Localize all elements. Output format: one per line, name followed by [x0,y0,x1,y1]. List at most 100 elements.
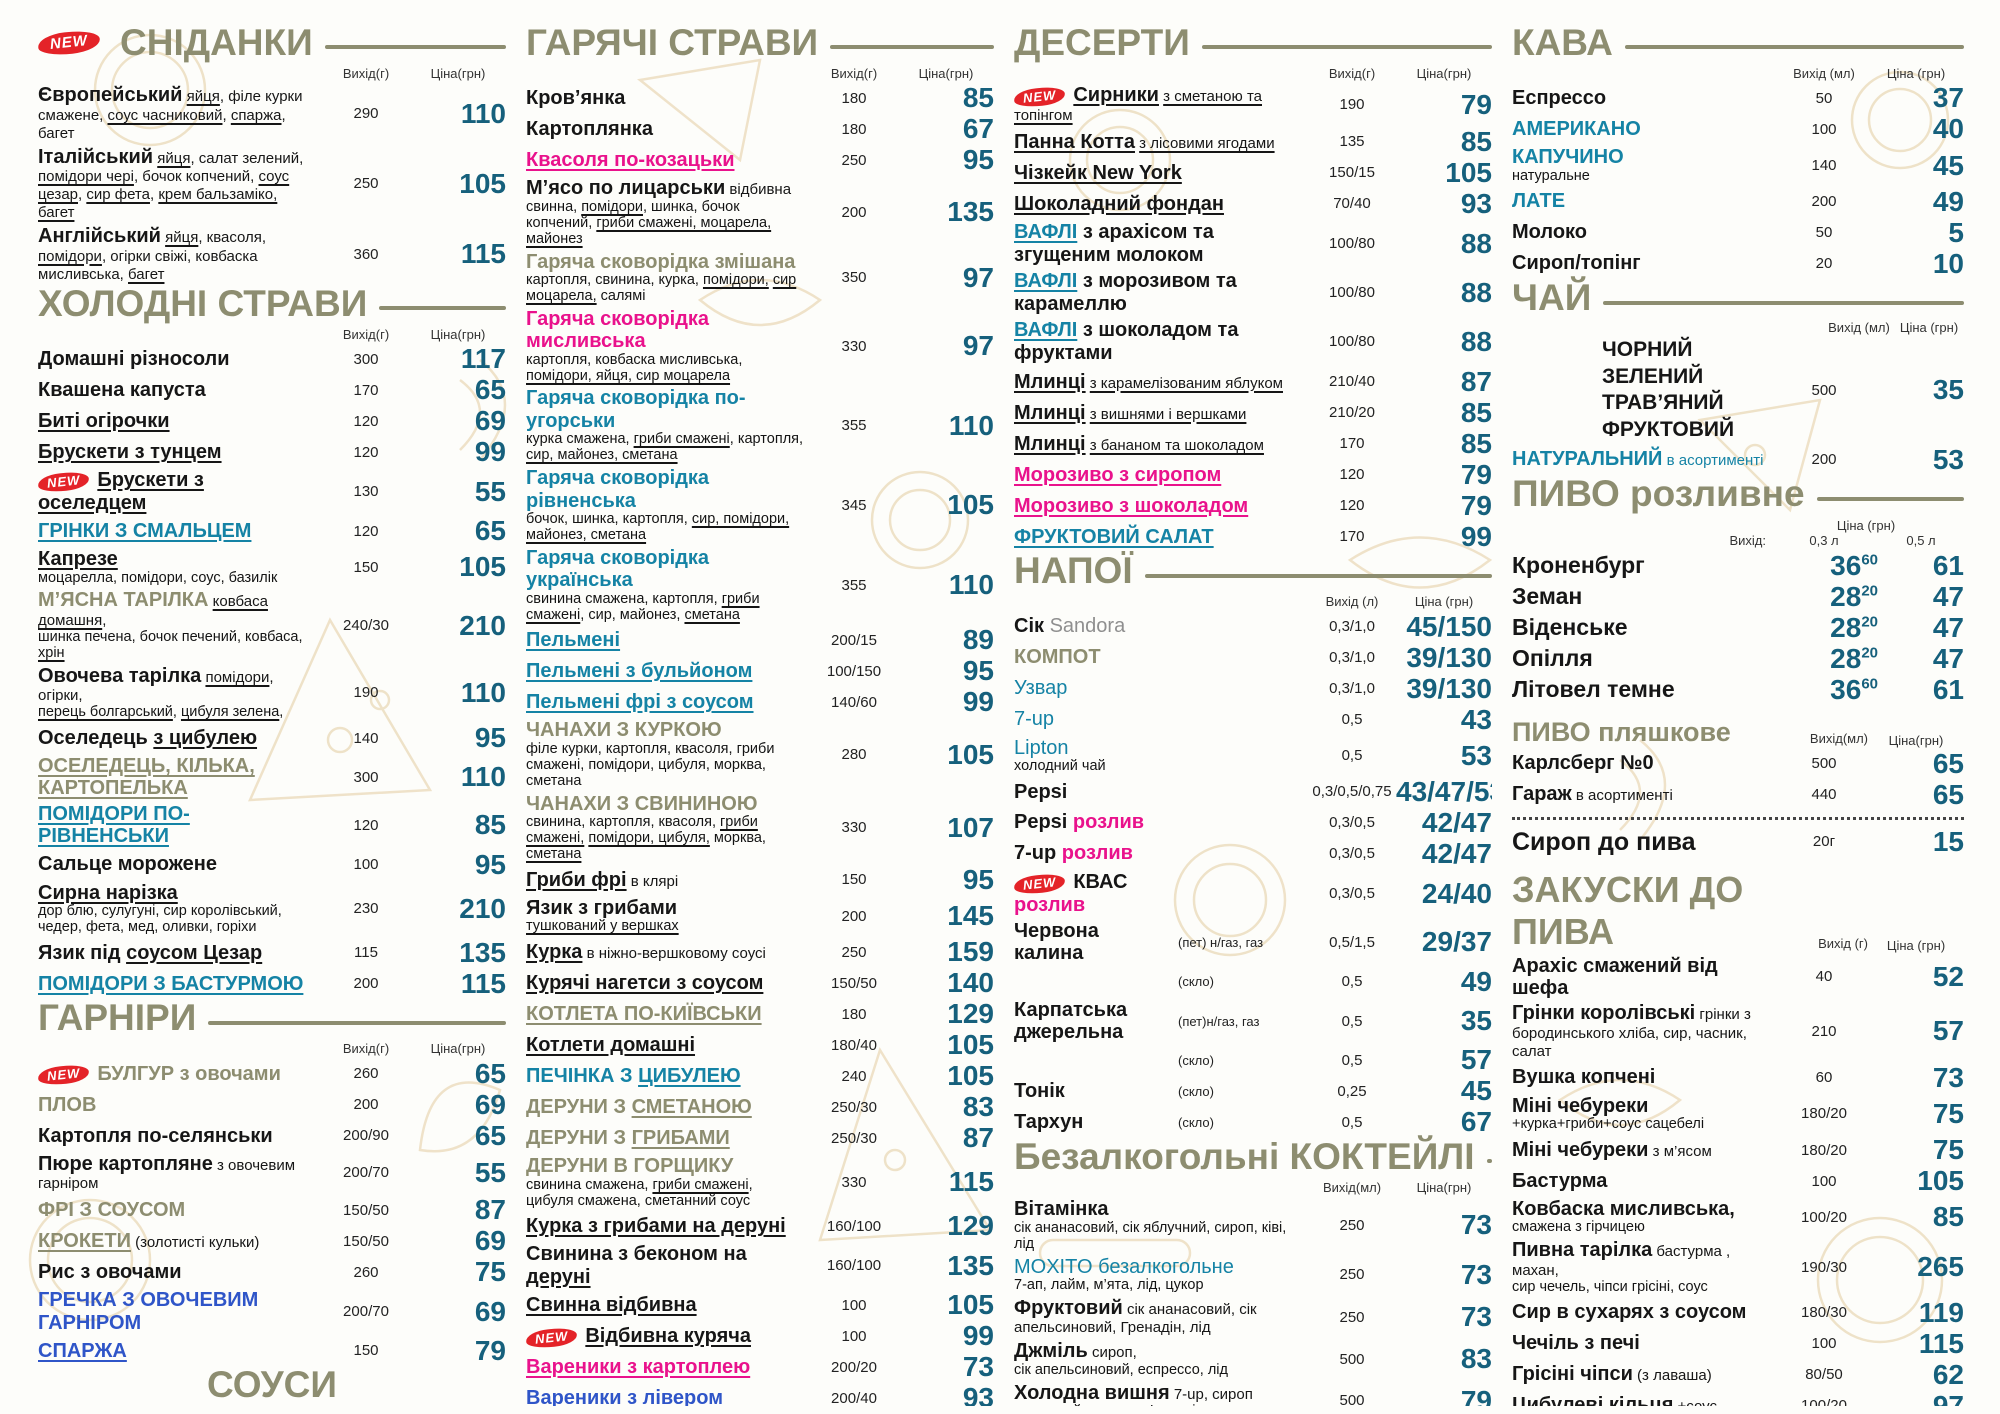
portion-column-label: Вихід(г) [342,65,390,81]
menu-item: Рис з овочами 260 75 [38,1257,506,1288]
price-03: 2820 [1830,642,1878,674]
item-text: Вітамінка сік ананасовий, сік яблучний, с… [1014,1198,1308,1252]
item-portion: 0,5 [1341,711,1363,729]
item-text: Свинна відбивна [526,1294,810,1316]
price-column-label: Ціна(грн) [430,326,486,342]
price-05: 47 [1932,611,1964,643]
item-portion: 150/50 [343,1201,389,1219]
tea-kind: ФРУКТОВИЙ [1602,418,1735,442]
menu-item: М’ЯСНА ТАРІЛКА ковбаса домашня, шинка печ… [38,588,506,663]
item-name: Сироп до пива [1512,827,1696,856]
menu-item: Биті огірочки 120 69 [38,406,506,437]
price-05: 47 [1932,642,1964,674]
item-desc: холодний чай [1014,757,1106,774]
item-price: 135 [947,196,994,228]
item-text: ПОМІДОРИ ПО-РІВНЕНСЬКИ [38,803,322,848]
menu-item: Млинці з вишнями і вершками 210/20 85 [1014,397,1492,428]
menu-item: Язик під соусом Цезар 115 135 [38,937,506,968]
item-prices: 3660 61 [1768,675,1964,704]
item-portion: 150 [353,1342,379,1360]
tea-kind: ЧОРНИЙ [1602,337,1693,361]
item-desc: свинина смажена, гриби смажені, цибуля с… [526,1176,753,1209]
item-inline-desc: відбивна [725,181,792,199]
item-price: 79 [1460,458,1492,490]
item-name: Гаряча сковорідка мисливська [526,307,710,353]
item-name: Карлсберг №0 [1512,752,1654,775]
item-text: КОТЛЕТА ПО-КИЇВСЬКИ [526,1003,810,1025]
item-name: Панна Котта [1014,130,1135,153]
menu-item: Карпатська джерельна (пет)н/газ, газ 0,5 35 [1014,997,1492,1045]
column-hot-dishes: ГАРЯЧІ СТРАВИ Вихід(г) Ціна(грн) Кров’янка 1… [526,24,994,1406]
item-prices: 2820 47 [1768,611,1964,643]
item-portion: 500 [1811,381,1837,399]
item-text: MOXITO безалкогольне 7-ап, лайм, м’ята, л… [1014,1256,1308,1294]
portion-column-label: Вихід(мл) [1809,731,1868,746]
menu-item: АМЕРИКАНО 100 40 [1512,114,1964,145]
item-name: М’ЯСНА ТАРІЛКА [38,589,209,612]
item-name: Оселедець з цибулею [38,726,258,749]
portion-column-label: Вихід (л) [1325,594,1379,610]
item-inline-desc: в асортименті [1571,787,1673,805]
menu-item: Млинці з карамелізованим яблуком 210/40 87 [1014,366,1492,397]
item-portion: 150/50 [343,1232,389,1250]
item-price: 37 [1932,82,1964,114]
price-column-label: Ціна (грн) [1886,938,1946,954]
section-header: СОУСИ [38,1365,506,1406]
item-inline-desc: сік ананасовий, сік апельсиновий, Гренад… [1014,1300,1257,1337]
item-name: ОСЕЛЕДЕЦЬ, КІЛЬКА, КАРТОПЕЛЬКА [38,755,255,800]
item-name: Язик під соусом Цезар [38,941,263,964]
item-portion: 200/70 [343,1164,389,1182]
menu-item: Італійський яйця, салат зелений, помідор… [38,144,506,223]
column-labels: Вихід(г) Ціна(грн) [526,66,994,81]
item-text: ГРІНКИ З СМАЛЬЦЕМ [38,520,322,542]
section-header: НАПОЇ [1014,551,1492,591]
portion-column-label: Вихід: [1729,533,1766,548]
item-portion: 0,3/1,0 [1329,680,1375,698]
item-portion: 250 [841,151,867,169]
item-name: ВАФЛІ [1014,269,1078,292]
item-inline-desc: ковбаса домашня, [38,593,268,629]
item-text: Оселедець з цибулею [38,727,322,749]
new-badge: NEW [526,1326,579,1350]
item-price: 15 [1932,825,1964,857]
portion-column-label: Вихід(г) [342,1041,390,1057]
item-price: 159 [947,936,994,968]
item-portion: 180/20 [1801,1105,1847,1123]
column-labels: Вихід(г) Ціна(грн) [38,66,506,81]
item-name: ПЛОВ [38,1093,97,1116]
menu-item: Вареники з лівером 200/40 93 [526,1383,994,1406]
menu-item: (скло) 0,5 57 [1014,1045,1492,1076]
item-portion: 330 [841,337,867,355]
section-header: Безалкогольні КОКТЕЙЛІ [1014,1137,1492,1177]
item-text: Кров’янка [526,87,810,109]
item-name: ДЕРУНИ З СМЕТАНОЮ [526,1095,752,1118]
menu-item: 7-up розлив 0,3/0,5 42/47 [1014,838,1492,869]
item-name: Тонік [1014,1080,1065,1103]
menu-item: Узвар 0,3/1,0 39/130 [1014,673,1492,704]
item-name: М’ясо по лицарськи [526,177,726,200]
item-price: 115 [460,967,506,999]
menu-item: Тархун (скло) 0,5 67 [1014,1107,1492,1138]
menu-item: ПЕЧІНКА З ЦИБУЛЕЮ 240 105 [526,1061,994,1092]
item-price: 65 [474,1057,506,1089]
item-text: ПОМІДОРИ З БАСТУРМОЮ [38,973,322,995]
item-price: 145 [947,900,994,931]
item-price: 35 [1460,1005,1492,1037]
item-price: 62 [1932,1358,1964,1390]
menu-item: Арахіс смажений від шефа 40 52 [1512,953,1964,1001]
section-title: ХОЛОДНІ СТРАВИ [38,283,368,325]
menu-item: Пюре картопляне з овочевим гарніром 200/7… [38,1151,506,1194]
item-name: ДЕРУНИ В ГОРЩИКУ [526,1155,734,1178]
item-name: Італійський [38,145,154,168]
item-text: КРОКЕТИ (золотисті кульки) [38,1230,322,1252]
item-text: Гаряча сковорідка мисливська картопля, ко… [526,308,810,385]
item-portion: 20 [1815,255,1833,273]
item-text: Опілля [1512,645,1768,672]
menu-item: Міні чебуреки з м’ясом 180/20 75 [1512,1135,1964,1166]
price-column-label: Ціна(грн) [430,65,486,81]
item-name: Брускети з оселедцем [38,469,204,514]
item-price: 42/47 [1421,806,1492,838]
item-price: 55 [474,1156,506,1188]
menu-item: Європейський яйця, філе курки смажене, с… [38,83,506,144]
item-text: ДЕРУНИ З ГРИБАМИ [526,1127,810,1149]
